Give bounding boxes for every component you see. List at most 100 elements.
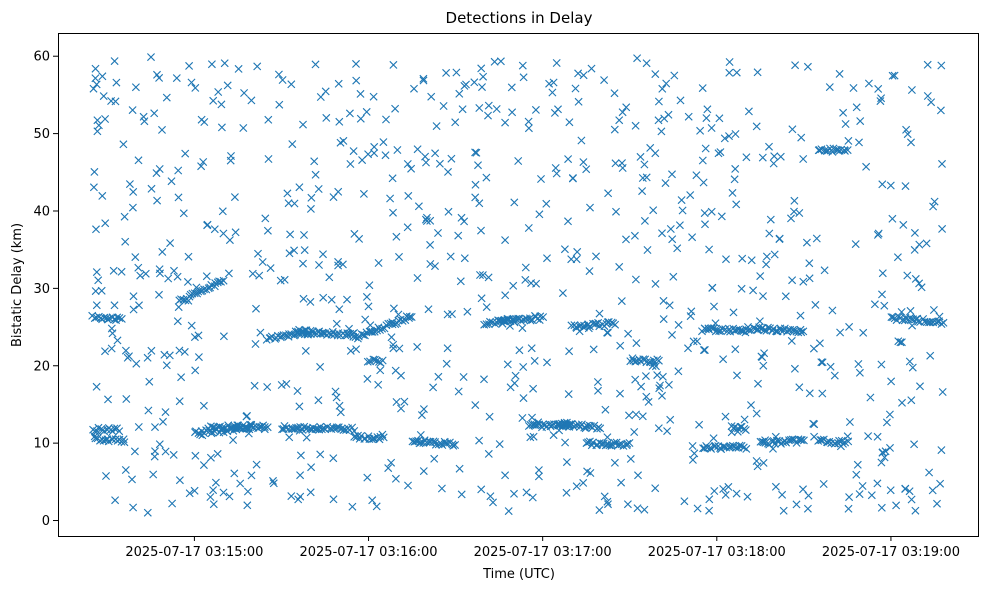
detection-point bbox=[368, 435, 376, 444]
detection-point bbox=[690, 449, 699, 458]
detection-point bbox=[787, 214, 795, 223]
detection-point bbox=[477, 485, 486, 494]
detection-point bbox=[225, 236, 234, 245]
detection-point bbox=[521, 263, 530, 272]
detection-point bbox=[111, 97, 120, 106]
detection-point bbox=[851, 240, 860, 249]
detection-point bbox=[91, 64, 100, 73]
detection-point bbox=[375, 435, 384, 444]
detection-point bbox=[756, 437, 765, 446]
detection-point bbox=[649, 206, 658, 215]
detection-point bbox=[795, 209, 804, 217]
detection-point bbox=[136, 271, 145, 280]
detection-point bbox=[611, 320, 620, 329]
detection-point bbox=[129, 292, 138, 301]
detection-point bbox=[923, 60, 932, 69]
detection-point bbox=[444, 167, 452, 176]
detection-point bbox=[335, 401, 344, 410]
x-tick-label: 2025-07-17 03:15:00 bbox=[125, 545, 263, 560]
detection-point bbox=[477, 64, 486, 73]
detection-point bbox=[266, 264, 275, 273]
detection-point bbox=[410, 84, 418, 93]
detection-point bbox=[244, 429, 253, 438]
detection-point bbox=[922, 239, 931, 248]
detection-point bbox=[790, 207, 798, 216]
detection-point bbox=[539, 313, 548, 322]
detection-point bbox=[217, 100, 226, 109]
detection-point bbox=[424, 305, 433, 314]
detection-point bbox=[283, 189, 292, 198]
detection-point bbox=[258, 258, 267, 266]
detection-point bbox=[640, 216, 649, 225]
detection-point bbox=[702, 114, 711, 123]
detection-point bbox=[693, 504, 702, 513]
detection-point bbox=[455, 464, 464, 473]
detection-point bbox=[161, 408, 170, 417]
detection-point bbox=[545, 79, 554, 88]
detection-point bbox=[854, 360, 863, 368]
detection-point bbox=[203, 220, 212, 229]
detection-point bbox=[817, 358, 826, 367]
detection-point bbox=[128, 106, 137, 115]
detection-point bbox=[282, 379, 291, 388]
detection-point bbox=[170, 266, 178, 275]
detection-point bbox=[300, 231, 308, 239]
detection-point bbox=[226, 156, 235, 165]
detection-point bbox=[741, 328, 750, 337]
detection-point bbox=[172, 74, 181, 83]
detection-point bbox=[489, 498, 497, 507]
detection-point bbox=[923, 92, 932, 100]
detection-point bbox=[269, 479, 278, 488]
detection-point bbox=[596, 424, 605, 433]
detection-point bbox=[765, 229, 774, 238]
detection-point bbox=[636, 152, 645, 161]
detection-point bbox=[92, 80, 101, 89]
detection-point bbox=[565, 347, 574, 356]
detection-point bbox=[92, 301, 101, 310]
x-axis-label: Time (UTC) bbox=[482, 567, 555, 582]
detection-point bbox=[524, 124, 533, 133]
detection-point bbox=[630, 428, 639, 436]
detection-point bbox=[219, 276, 228, 285]
detection-point bbox=[825, 83, 834, 92]
detection-point bbox=[907, 86, 916, 94]
detection-point bbox=[243, 487, 252, 496]
detection-point bbox=[816, 436, 825, 444]
detection-point bbox=[818, 389, 827, 398]
detection-point bbox=[329, 454, 338, 463]
detection-point bbox=[152, 169, 161, 178]
detection-point bbox=[131, 83, 140, 92]
detection-point bbox=[94, 276, 103, 285]
detection-point bbox=[790, 364, 799, 373]
detection-point bbox=[770, 250, 779, 259]
detection-point bbox=[877, 360, 886, 369]
detection-point bbox=[631, 275, 640, 284]
detection-point bbox=[175, 476, 184, 485]
detection-point bbox=[239, 124, 248, 132]
detection-point bbox=[102, 472, 110, 480]
detection-point bbox=[277, 381, 286, 389]
detection-point bbox=[389, 340, 398, 349]
detection-point bbox=[435, 159, 444, 168]
detection-point bbox=[755, 323, 764, 332]
detection-point bbox=[122, 395, 131, 403]
detection-point bbox=[901, 182, 910, 191]
detection-point bbox=[732, 489, 741, 498]
detection-point bbox=[591, 319, 600, 328]
detection-point bbox=[615, 262, 624, 271]
detection-point bbox=[264, 155, 273, 163]
detection-point bbox=[524, 224, 533, 232]
detection-point bbox=[362, 107, 371, 116]
detection-point bbox=[791, 61, 800, 70]
detection-point bbox=[666, 415, 675, 424]
detection-point bbox=[843, 432, 852, 441]
detection-point bbox=[470, 78, 479, 87]
detection-point bbox=[158, 125, 166, 134]
detection-point bbox=[562, 422, 571, 431]
detection-point bbox=[831, 439, 840, 448]
detection-point bbox=[119, 435, 128, 444]
detection-point bbox=[654, 356, 663, 365]
detection-point bbox=[518, 414, 527, 422]
detection-point bbox=[618, 108, 627, 117]
detection-point bbox=[688, 233, 697, 242]
